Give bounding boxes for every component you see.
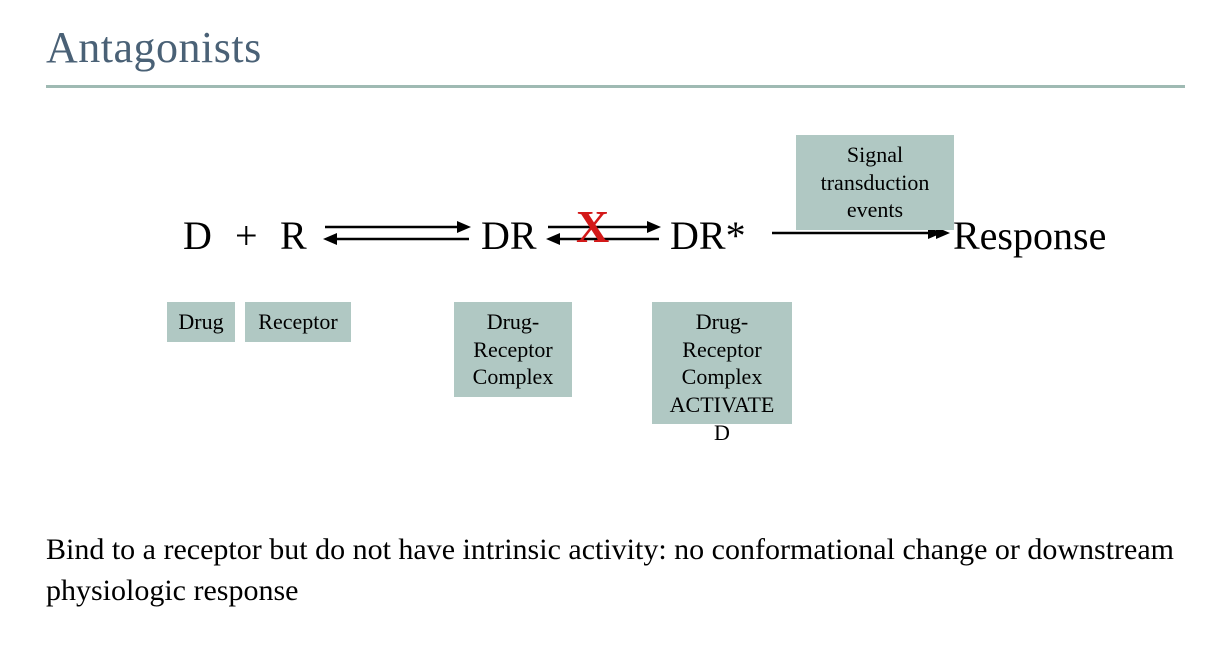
label-dr-complex: Drug- Receptor Complex (454, 302, 572, 397)
slide: Antagonists D + R DR DR* Response X Drug… (0, 0, 1231, 657)
eq-term-d: D (183, 212, 212, 259)
eq-term-r: R (280, 212, 307, 259)
x-mark-icon: X (576, 200, 609, 253)
label-signal-transduction: Signal transduction events (796, 135, 954, 230)
eq-term-response: Response (953, 212, 1106, 259)
label-dr-complex-activated: Drug- Receptor Complex ACTIVATE (652, 302, 792, 424)
label-drug: Drug (167, 302, 235, 342)
title-underline (46, 85, 1185, 88)
equilibrium-arrow-1 (323, 218, 471, 248)
slide-description: Bind to a receptor but do not have intri… (46, 530, 1185, 611)
label-receptor: Receptor (245, 302, 351, 342)
eq-term-dr: DR (481, 212, 537, 259)
label-dr-complex-activated-overflow: D (652, 420, 792, 446)
slide-title: Antagonists (46, 22, 1185, 73)
eq-term-plus: + (235, 212, 258, 259)
eq-term-dr-star: DR* (670, 212, 746, 259)
